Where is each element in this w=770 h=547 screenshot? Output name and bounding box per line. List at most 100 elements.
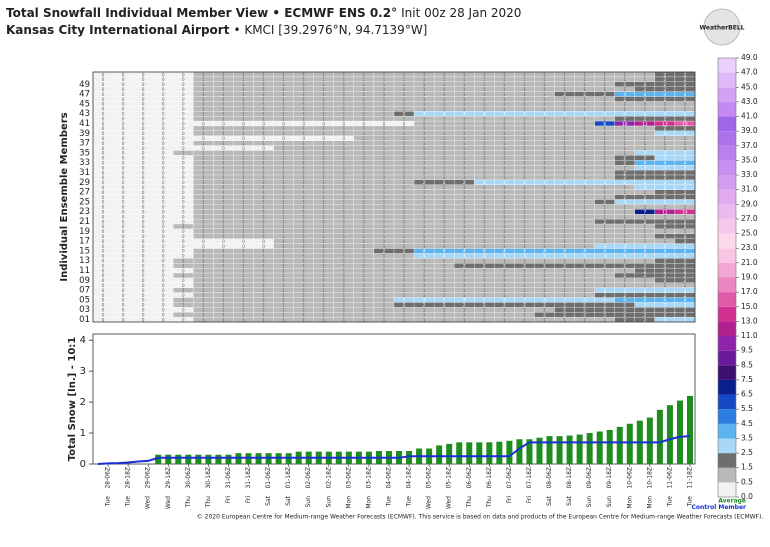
cell-value: 1 (443, 234, 446, 240)
bar (626, 423, 633, 464)
cell-value: 1 (222, 224, 225, 230)
cell-value: 1 (383, 298, 386, 304)
cell-value: 1 (342, 273, 345, 279)
bar (656, 409, 663, 464)
cell-value: 1 (463, 308, 466, 314)
cell-value: 2 (684, 224, 687, 230)
cell-value: 1 (302, 210, 305, 216)
colorbar-segment (718, 101, 736, 117)
cell-value: 2 (543, 303, 546, 309)
cell-value: 3 (603, 254, 606, 260)
cell-value: 3 (543, 298, 546, 304)
cell-value: 2 (623, 303, 626, 309)
y-tick-label: 1 (80, 428, 86, 439)
cell-value: 1 (242, 72, 245, 78)
cell-value: 1 (423, 234, 426, 240)
cell-value: 1 (202, 317, 205, 323)
cell-value: 1 (383, 288, 386, 294)
cell-value: 1 (423, 263, 426, 269)
x-day-label: Wed (446, 496, 453, 509)
cell-value: 1 (563, 288, 566, 294)
cell-value: 2 (684, 278, 687, 284)
cell-value: 0 (142, 303, 145, 309)
cell-value: 2 (684, 268, 687, 274)
cell-value: 0 (102, 254, 105, 260)
bar (516, 439, 523, 464)
cell-value: 1 (242, 298, 245, 304)
colorbar-segment (718, 423, 736, 439)
cell-value: 1 (342, 210, 345, 216)
cell-value: 2 (643, 308, 646, 314)
cell-value: 1 (543, 219, 546, 225)
cell-value: 1 (563, 278, 566, 284)
cell-value: 0 (122, 259, 125, 265)
colorbar-tick-label: 9.5 (741, 346, 753, 355)
cell-value: 1 (302, 239, 305, 245)
cell-value: 1 (603, 234, 606, 240)
cell-value: 1 (242, 288, 245, 294)
cell-value: 1 (262, 283, 265, 289)
cell-value: 0 (142, 268, 145, 274)
cell-value: 1 (242, 210, 245, 216)
colorbar-tick-label: 15.0 (741, 302, 758, 311)
cell-value: 1 (202, 273, 205, 279)
cell-value: 2 (523, 263, 526, 269)
cell-value: 1 (262, 293, 265, 299)
cell-value: 1 (443, 210, 446, 216)
cell-value: 1 (262, 263, 265, 269)
cell-value: 0 (102, 293, 105, 299)
cell-value: 0 (162, 229, 165, 235)
cell-value: 1 (463, 224, 466, 230)
cell-value: 0 (182, 72, 185, 78)
cell-value: 1 (222, 303, 225, 309)
cell-value: 1 (563, 219, 566, 225)
colorbar-tick-label: 47.0 (741, 68, 758, 77)
cell-value: 1 (483, 224, 486, 230)
cell-value: 1 (423, 72, 426, 78)
cell-value: 0 (162, 308, 165, 314)
x-tick-label: 31-06Z (225, 467, 232, 489)
cell-value: 1 (383, 229, 386, 235)
cell-value: 1 (322, 219, 325, 225)
cell-value: 0 (122, 205, 125, 211)
bar (225, 454, 232, 464)
x-tick-label: 02-18Z (325, 467, 332, 489)
colorbar-segment (718, 204, 736, 219)
x-tick-label: 09-06Z (586, 467, 593, 489)
cell-value: 1 (282, 308, 285, 314)
cell-value: 1 (463, 293, 466, 299)
cell-value: 2 (403, 303, 406, 309)
cell-value: 1 (523, 288, 526, 294)
cell-value: 1 (242, 259, 245, 265)
cell-value: 1 (623, 234, 626, 240)
bar (496, 441, 503, 464)
cell-value: 1 (322, 303, 325, 309)
cell-value: 1 (583, 72, 586, 78)
cell-value: 1 (423, 239, 426, 245)
cell-value: 1 (523, 210, 526, 216)
cell-value: 1 (543, 229, 546, 235)
y-tick-label: 2 (80, 397, 86, 408)
cell-value: 1 (363, 244, 366, 250)
cell-value: 1 (222, 312, 225, 318)
title-main: Total Snowfall Individual Member View • … (6, 6, 397, 20)
cell-value: 1 (242, 254, 245, 260)
cell-value: 1 (684, 214, 687, 220)
member-label: 13 (79, 256, 90, 266)
cell-value: 3 (523, 298, 526, 304)
cell-value: 1 (684, 229, 687, 235)
cell-value: 2 (664, 72, 667, 78)
x-tick-label: 03-06Z (345, 467, 352, 489)
colorbar-tick-label: 1.5 (741, 463, 753, 472)
cell-value: 1 (463, 234, 466, 240)
bar (666, 405, 673, 464)
cell-value: 1 (483, 234, 486, 240)
cell-value: 1 (543, 278, 546, 284)
cell-value: 1 (503, 312, 506, 318)
cell-value: 0 (182, 283, 185, 289)
member-label: 25 (79, 197, 90, 207)
bar (175, 454, 182, 464)
cell-value: 0 (122, 219, 125, 225)
cell-value: 1 (463, 288, 466, 294)
cell-value: 0 (122, 317, 125, 323)
